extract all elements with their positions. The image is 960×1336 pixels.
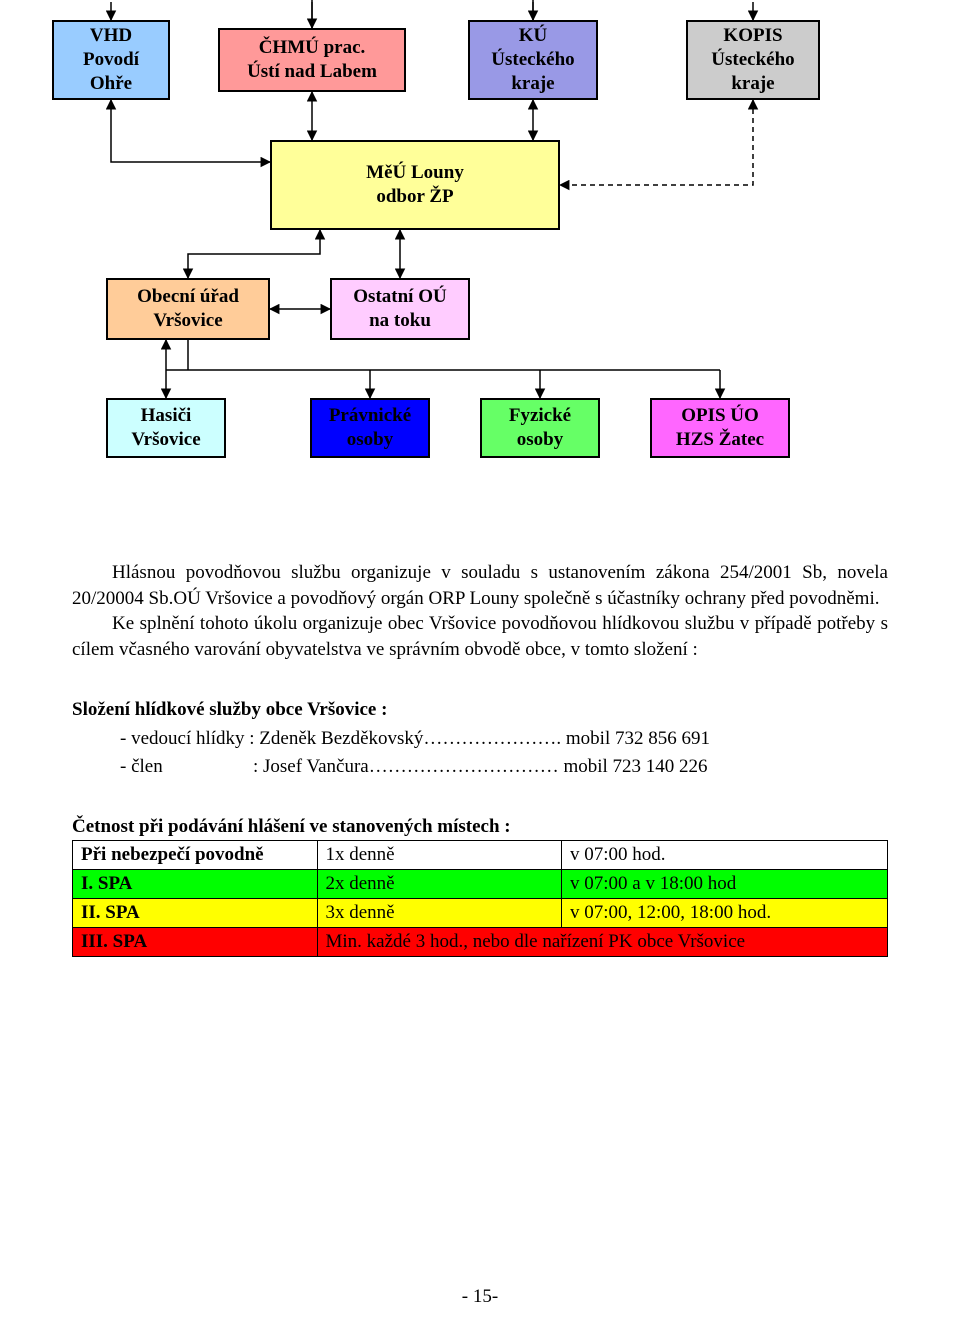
paragraph-block: Hlásnou povodňovou službu organizuje v s…: [0, 560, 960, 663]
node-ku: KÚ Ústeckého kraje: [468, 20, 598, 100]
table-row: III. SPAMin. každé 3 hod., nebo dle naří…: [73, 927, 888, 956]
frequency-heading: Četnost při podávání hlášení ve stanoven…: [0, 816, 960, 838]
node-meu: MěÚ Louny odbor ŽP: [270, 140, 560, 230]
node-chmu: ČHMÚ prac. Ústí nad Labem: [218, 28, 406, 92]
node-prav: Právnické osoby: [310, 398, 430, 458]
node-opis: OPIS ÚO HZS Žatec: [650, 398, 790, 458]
node-ost: Ostatní OÚ na toku: [330, 278, 470, 340]
cell: v 07:00 hod.: [562, 840, 888, 869]
node-vhd: VHD Povodí Ohře: [52, 20, 170, 100]
node-fyz: Fyzické osoby: [480, 398, 600, 458]
table-row: I. SPA2x denněv 07:00 a v 18:00 hod: [73, 869, 888, 898]
node-obu: Obecní úřad Vršovice: [106, 278, 270, 340]
frequency-table: Při nebezpečí povodně1x denněv 07:00 hod…: [72, 840, 888, 957]
cell: II. SPA: [73, 898, 318, 927]
cell: Při nebezpečí povodně: [73, 840, 318, 869]
cell: Min. každé 3 hod., nebo dle nařízení PK …: [317, 927, 888, 956]
table-row: Při nebezpečí povodně1x denněv 07:00 hod…: [73, 840, 888, 869]
paragraph-1b: Ke splnění tohoto úkolu organizuje obec …: [72, 611, 888, 662]
flowchart: VHD Povodí Ohře ČHMÚ prac. Ústí nad Labem…: [0, 0, 960, 560]
page-number: - 15-: [0, 1286, 960, 1308]
cell: III. SPA: [73, 927, 318, 956]
cell: v 07:00 a v 18:00 hod: [562, 869, 888, 898]
composition-heading: Složení hlídkové služby obce Vršovice :: [0, 699, 960, 721]
node-hasici: Hasiči Vršovice: [106, 398, 226, 458]
composition-item: - vedoucí hlídky : Zdeněk Bezděkovský…………: [120, 725, 888, 754]
cell: 1x denně: [317, 840, 562, 869]
paragraph-1a: Hlásnou povodňovou službu organizuje v s…: [72, 560, 888, 611]
node-kopis: KOPIS Ústeckého kraje: [686, 20, 820, 100]
cell: v 07:00, 12:00, 18:00 hod.: [562, 898, 888, 927]
composition-item: - člen : Josef Vančura………………………… mobil 7…: [120, 753, 888, 782]
cell: 3x denně: [317, 898, 562, 927]
cell: 2x denně: [317, 869, 562, 898]
table-row: II. SPA3x denněv 07:00, 12:00, 18:00 hod…: [73, 898, 888, 927]
cell: I. SPA: [73, 869, 318, 898]
composition-list: - vedoucí hlídky : Zdeněk Bezděkovský…………: [0, 721, 960, 782]
